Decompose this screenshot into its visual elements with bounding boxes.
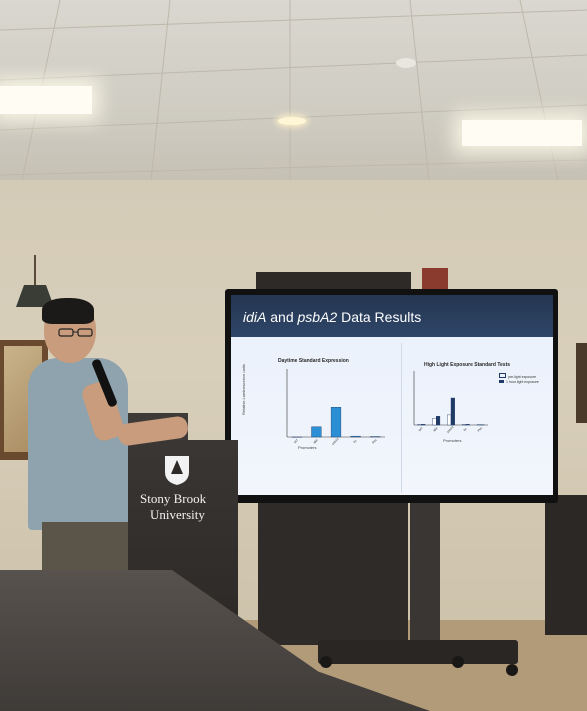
tick-label-psbA2: psbA2 <box>331 437 340 446</box>
slide-title: idiA and psbA2 Data Results <box>243 309 421 325</box>
bar-idiA-0 <box>432 418 437 426</box>
right-legend-2-label: 1 hour light exposure <box>506 380 539 384</box>
recessed-light <box>278 117 306 125</box>
right-chart: WT idiA psbA2 trc Ptrc <box>413 371 488 434</box>
bar-psbA2-0 <box>330 407 342 438</box>
bar-idiA-0 <box>311 426 322 438</box>
bar-psbA2-1 <box>450 397 455 426</box>
bar-WT-1 <box>421 424 426 426</box>
tick-label-idiA: idiA <box>313 438 319 444</box>
side-chair <box>545 495 587 635</box>
tick-label-trc: trc <box>352 438 358 444</box>
tick-label-trc: trc <box>462 426 468 432</box>
tick-label-psbA2: psbA2 <box>446 425 455 434</box>
presenter-shirt <box>28 358 128 530</box>
bar-trc-1 <box>465 424 470 426</box>
tv-stand-cabinet <box>258 500 408 645</box>
right-legend-1: pre-light exposure <box>499 373 536 379</box>
stand-wheel <box>320 656 332 668</box>
title-gene-psba2: psbA2 <box>297 309 338 325</box>
title-and: and <box>266 309 298 325</box>
right-chart-xlabel: Promoters <box>443 438 462 443</box>
right-wall-frame <box>576 343 587 423</box>
slide-header: idiA and psbA2 Data Results <box>231 295 553 337</box>
tick-label-idiA: idiA <box>432 426 438 432</box>
left-chart-xlabel: Promoters <box>298 445 317 450</box>
bar-WT-0 <box>417 424 422 426</box>
tick-label-WT: WT <box>293 438 299 444</box>
presenter-hair <box>42 298 94 324</box>
presentation-slide: idiA and psbA2 Data Results Daytime Stan… <box>231 295 553 495</box>
wall-lamp <box>16 255 54 307</box>
bar-idiA-1 <box>436 416 441 426</box>
slide-divider <box>401 343 402 493</box>
stand-wheel <box>452 656 464 668</box>
podium-text-line1: Stony Brook <box>140 491 207 506</box>
glasses-icon <box>58 328 93 337</box>
bar-psbA2-0 <box>447 414 452 426</box>
ceiling <box>0 0 587 190</box>
tick-label-Ptrc: Ptrc <box>371 438 378 445</box>
left-chart-ylabel: Relative Luminescence units <box>241 364 246 415</box>
bar-trc-0 <box>350 435 361 438</box>
right-chart-title: High Light Exposure Standard Tests <box>424 362 511 368</box>
wall-cabinet <box>256 272 411 294</box>
bar-trc-0 <box>461 424 466 426</box>
tick-label-Ptrc: Ptrc <box>477 426 484 433</box>
title-gene-idia: idiA <box>243 309 267 325</box>
left-chart: WT idiA psbA2 trc Ptrc <box>286 369 385 446</box>
right-legend-2: 1 hour light exposure <box>499 380 539 384</box>
right-legend-1-label: pre-light exposure <box>508 375 537 379</box>
smoke-detector <box>396 58 416 68</box>
university-shield-icon <box>165 456 189 485</box>
tv-stand-base <box>318 640 518 664</box>
left-chart-title: Daytime Standard Expression <box>278 358 349 364</box>
tick-label-WT: WT <box>418 426 424 432</box>
title-rest: Data Results <box>337 309 422 325</box>
stand-wheel <box>506 664 518 676</box>
tv-stand-pole <box>410 500 440 650</box>
ceiling-light-left <box>0 86 92 114</box>
ceiling-light-right <box>462 120 582 146</box>
podium-text-line2: University <box>150 507 205 522</box>
